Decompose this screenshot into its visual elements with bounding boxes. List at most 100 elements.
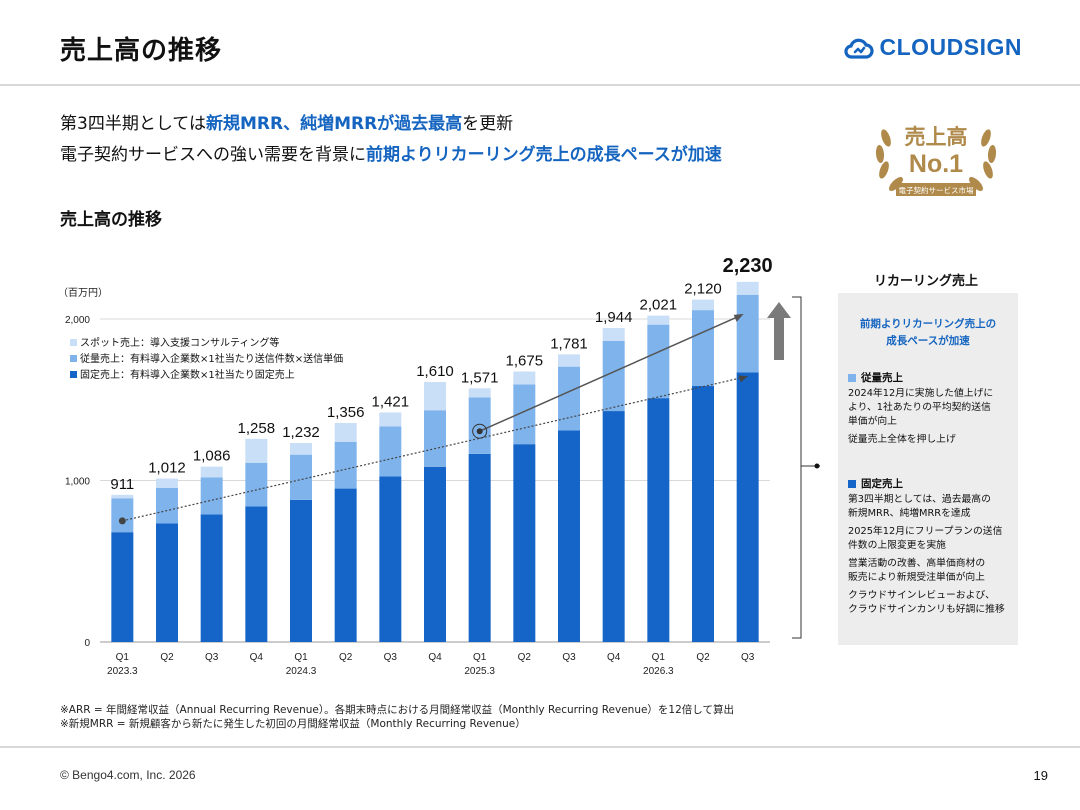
bar-usage [379,426,402,477]
x-tick-label: Q3 [741,652,755,663]
bar-spot [290,443,312,455]
fixed-line: 新規MRR、純増MRRを達成 [848,508,971,519]
x-tick-label: Q4 [250,652,264,663]
x-tick-label: Q4 [428,652,442,663]
x-tick-label: Q3 [384,652,398,663]
badge-line2: No.1 [909,150,963,178]
x-tick-label: Q1 [294,652,308,663]
copyright: © Bengo4.com, Inc. 2026 [60,768,196,782]
x-tick-label: Q2 [518,652,532,663]
bar-fixed [424,466,446,642]
x-tick-label: Q3 [205,652,219,663]
bar-usage [558,366,580,431]
panel-bracket [792,296,802,639]
bar-spot [602,328,625,341]
legend-swatch-fixed [70,371,77,378]
badge-ribbon-text: 電子契約サービス市場 [899,185,974,195]
bar-spot [424,381,446,411]
fixed-line: クラウドサインレビューおよび、 [848,590,995,601]
headline-1-highlight: 新規MRR、純増MRRが過去最高 [205,114,463,134]
bar-usage [200,477,223,515]
bar-fixed [156,523,178,642]
x-tick-label: Q2 [160,652,174,663]
bar-usage [736,294,759,373]
sales-no1-badge: 売上高 No.1 電子契約サービス市場 [875,125,997,196]
bracket-dot [814,463,820,469]
chart-subtitle: 売上高の推移 [60,210,162,230]
fixed-legend-square [848,479,856,488]
total-label: 1,781 [550,335,588,352]
bar-spot [111,494,134,499]
bar-fixed [111,532,134,642]
badge-ribbon [896,183,976,196]
headline-2-highlight: 前期よりリカーリング売上の成長ペースが加速 [366,145,722,165]
fixed-section-title: 固定売上 [848,476,903,491]
bar-spot [156,478,178,488]
usage-section-title: 従量売上 [848,370,903,385]
x-year-label: 2026.3 [643,666,674,677]
bar-spot [736,281,759,295]
headline-1: 第3四半期としては新規MRR、純増MRRが過去最高を更新 [60,109,513,134]
x-tick-label: Q1 [652,652,666,663]
total-label: 1,258 [238,420,276,437]
trend-line-early [122,375,748,522]
fixed-text: 第3四半期としては、過去最高の 新規MRR、純増MRRを達成 2025年12月に… [848,493,1014,617]
bar-usage [334,441,357,489]
total-label: 1,421 [372,394,410,411]
total-label: 1,944 [595,309,633,326]
bar-usage [468,397,491,454]
trend-pivot-ring [472,423,488,439]
trend-arrowhead-recent [733,313,744,322]
footer-divider [0,746,1080,748]
bar-usage [602,340,625,412]
bar-fixed [647,398,670,642]
bar-usage [156,487,178,524]
header-divider [0,84,1080,86]
total-label: 1,012 [148,460,186,477]
panel-head-line2: 成長ペースが加速 [886,335,970,347]
bar-spot [200,466,223,478]
bar-fixed [602,411,625,642]
x-tick-label: Q3 [562,652,576,663]
bar-usage [647,324,670,399]
trend-arrowhead-early [738,375,748,383]
usage-extra: 従量売上全体を押し上げ [848,434,956,445]
usage-line: より、1社あたりの平均契約送信 [848,402,991,413]
bar-spot [647,315,670,325]
total-label: 1,610 [416,363,454,380]
total-label: 1,571 [461,369,499,386]
total-label: 1,675 [506,352,544,369]
total-label: 2,230 [723,255,773,277]
bar-fixed [692,386,714,642]
legend-label-spot: スポット売上：導入支援コンサルティング等 [80,336,279,349]
growth-up-arrow [767,302,791,360]
bar-fixed [200,514,223,642]
footnote-arr: ※ARR = 年間経常収益（Annual Recurring Revenue）。… [60,704,734,716]
bar-fixed [468,453,491,642]
usage-line: 単価が向上 [848,416,897,427]
y-unit-label: （百万円） [58,287,108,299]
bar-spot [334,423,357,442]
bar-spot [513,371,536,385]
usage-legend-square [848,373,856,382]
legend-label-fixed: 固定売上：有料導入企業数×1社当たり固定売上 [80,368,295,381]
bar-usage [290,454,312,500]
headline-2: 電子契約サービスへの強い需要を背景に前期よりリカーリング売上の成長ペースが加速 [60,140,722,165]
x-tick-label: Q2 [339,652,353,663]
bar-usage [692,310,714,387]
y-tick-label: 0 [84,638,90,649]
total-label: 1,232 [282,424,320,441]
trend-line-recent [479,315,740,432]
bar-spot [245,438,268,463]
page-number: 19 [1033,768,1048,783]
x-tick-label: Q2 [696,652,710,663]
panel-head: 前期よりリカーリング売上の 成長ペースが加速 [838,316,1018,350]
bar-spot [379,412,402,427]
legend-label-usage: 従量売上：有料導入企業数×1社当たり送信件数×送信単価 [80,352,343,365]
usage-text: 2024年12月に実施した値上げに より、1社あたりの平均契約送信 単価が向上 … [848,387,1014,447]
fixed-line: クラウドサインカンリも好調に推移 [848,604,1005,615]
page-title: 売上高の推移 [60,36,223,66]
fixed-line: 第3四半期としては、過去最高の [848,494,991,505]
fixed-line: 2025年12月にフリープランの送信 [848,526,1003,537]
bar-fixed [334,488,357,642]
